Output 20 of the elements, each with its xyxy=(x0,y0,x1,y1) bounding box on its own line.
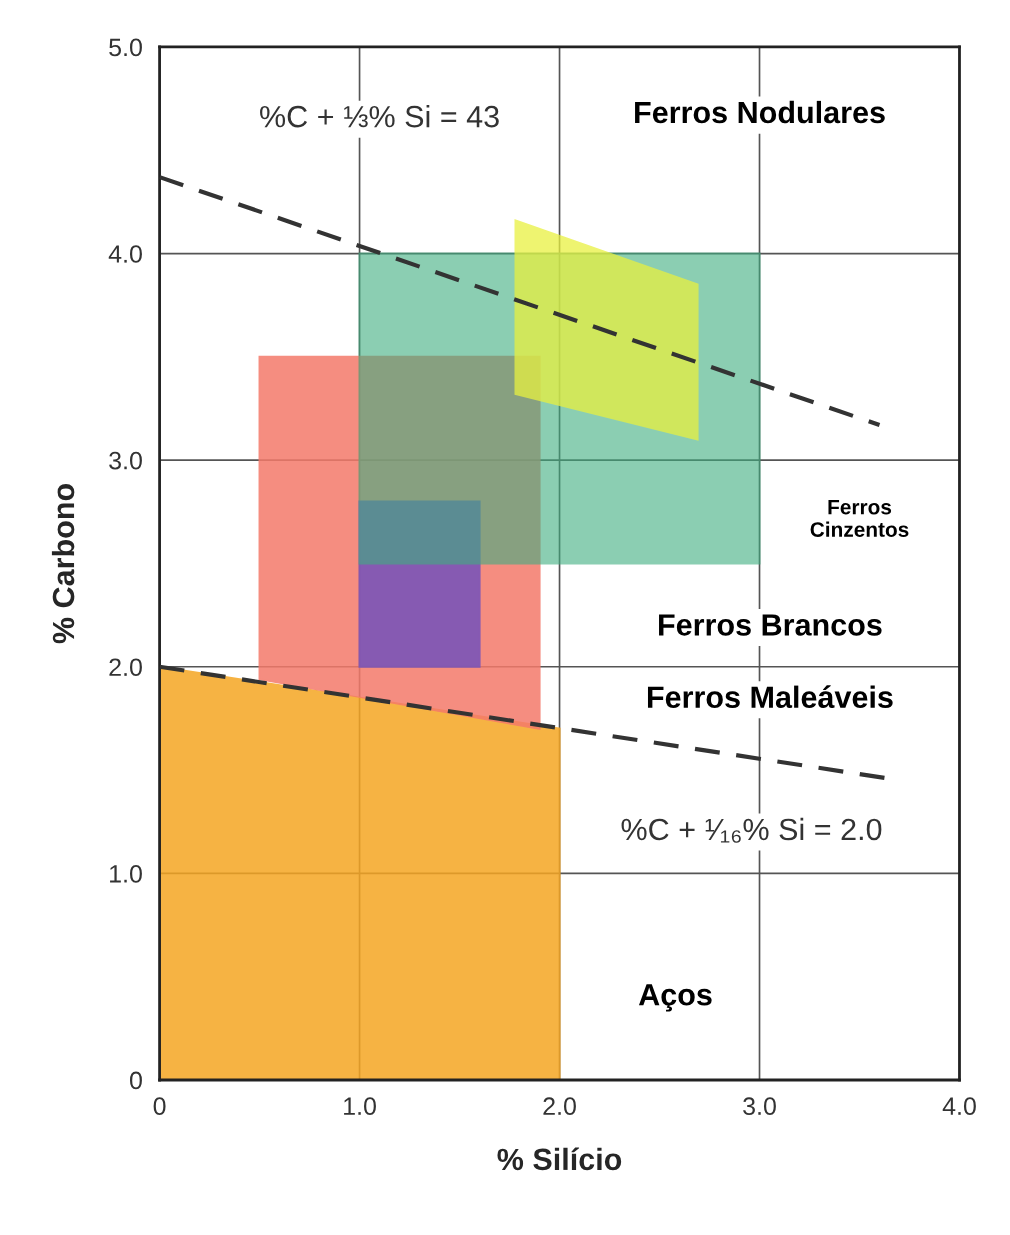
annotation: %C + ¹⁄₁₆% Si = 2.0 xyxy=(621,817,882,843)
x-axis-title: % Silício xyxy=(497,1147,622,1171)
x-tick-label: 0 xyxy=(153,1097,166,1116)
y-tick-label: 5.0 xyxy=(109,38,142,57)
annotation: Ferros Nodulares xyxy=(635,100,885,124)
y-tick-label: 4.0 xyxy=(108,245,142,263)
x-tick-label: 1.0 xyxy=(344,1097,376,1116)
annotation: Ferros Maleáveis xyxy=(647,685,893,709)
annotation: Ferros Cinzentos xyxy=(810,499,909,537)
x-tick-label: 4.0 xyxy=(942,1097,976,1116)
x-tick-label: 3.0 xyxy=(743,1097,776,1116)
y-axis-title: % Carbono xyxy=(51,484,75,644)
y-tick-label: 0 xyxy=(129,1071,142,1090)
y-tick-label: 1.0 xyxy=(110,864,142,883)
annotation: %C + ⅓% Si = 43 xyxy=(260,105,499,128)
annotation: Ferros Brancos xyxy=(659,614,882,636)
y-tick-label: 2.0 xyxy=(109,658,142,677)
x-tick-label: 2.0 xyxy=(543,1097,576,1116)
annotation: Aços xyxy=(638,984,712,1012)
y-tick-label: 3.0 xyxy=(109,451,142,470)
